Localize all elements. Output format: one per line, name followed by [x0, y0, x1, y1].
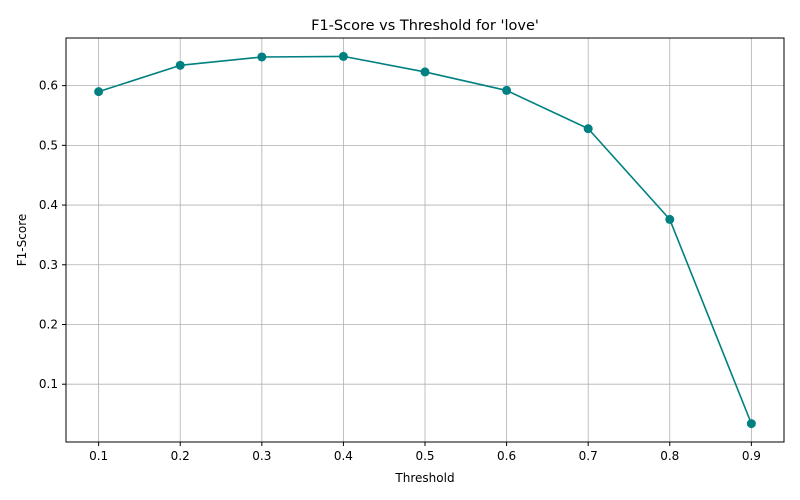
y-tick-label: 0.6 — [39, 79, 58, 93]
grid — [66, 38, 784, 442]
plot-frame — [65, 37, 785, 443]
data-point — [420, 67, 430, 77]
y-tick-label: 0.4 — [39, 198, 58, 212]
y-tick-label: 0.5 — [39, 138, 58, 152]
x-tick-label: 0.3 — [252, 449, 271, 463]
data-point — [94, 87, 104, 97]
y-tick-label: 0.2 — [39, 317, 58, 331]
x-tick-label: 0.8 — [660, 449, 679, 463]
series-layer — [94, 51, 756, 429]
data-point — [665, 214, 675, 224]
y-tick-label: 0.3 — [39, 258, 58, 272]
y-axis-ticks: 0.1 0.2 0.3 0.4 0.5 0.6 — [39, 79, 66, 391]
data-point — [257, 52, 267, 62]
x-tick-label: 0.1 — [89, 449, 108, 463]
data-point — [338, 51, 348, 61]
x-tick-label: 0.6 — [497, 449, 516, 463]
data-point — [583, 124, 593, 134]
x-axis-label: Threshold — [394, 471, 454, 485]
x-tick-label: 0.2 — [171, 449, 190, 463]
data-point — [175, 60, 185, 70]
data-point — [502, 85, 512, 95]
data-point — [746, 419, 756, 429]
chart-title: F1-Score vs Threshold for 'love' — [311, 18, 539, 34]
y-axis-label: F1-Score — [15, 214, 29, 266]
x-tick-label: 0.4 — [334, 449, 353, 463]
x-tick-label: 0.7 — [579, 449, 598, 463]
y-tick-label: 0.1 — [39, 377, 58, 391]
x-axis-ticks: 0.1 0.2 0.3 0.4 0.5 0.6 0.7 0.8 0.9 — [89, 442, 761, 463]
x-tick-label: 0.9 — [742, 449, 761, 463]
x-tick-label: 0.5 — [415, 449, 434, 463]
